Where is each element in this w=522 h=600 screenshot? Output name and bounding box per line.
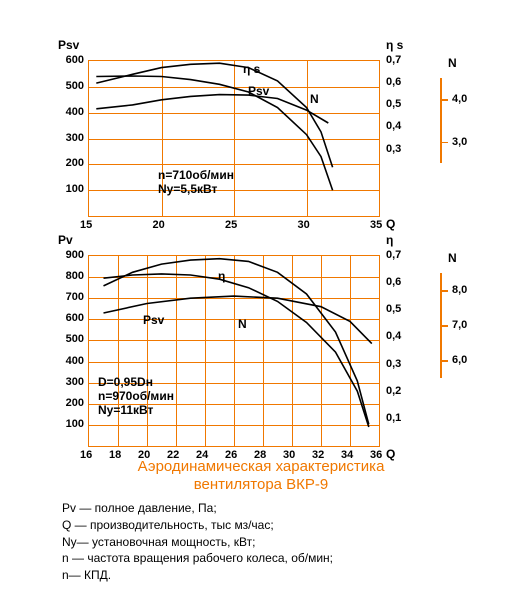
chart2-ytick-right: 0,4	[386, 330, 401, 342]
chart1-ytick-left: 600	[58, 54, 84, 66]
chart2-ytick-left: 100	[58, 418, 84, 430]
chart1-ytick-left: 100	[58, 183, 84, 195]
chart2-n-tick	[440, 325, 448, 327]
chart1-plot	[88, 60, 380, 217]
chart1-curves	[89, 61, 379, 216]
chart1-ytick-right: 0,4	[386, 120, 401, 132]
chart2-param-1: n=970об/мин	[98, 389, 174, 403]
chart1-ytick-left: 400	[58, 106, 84, 118]
chart1-ylabel-left: Psv	[58, 38, 79, 52]
chart2-param-2: Nу=11кВт	[98, 403, 153, 417]
chart1-ytick-left: 300	[58, 132, 84, 144]
chart1-series-eta	[96, 63, 332, 167]
chart2-ytick-left: 600	[58, 312, 84, 324]
chart1-ytick-right: 0,6	[386, 76, 401, 88]
chart2-ytick-right: 0,2	[386, 385, 401, 397]
chart1-param-0: n=710об/мин	[158, 168, 234, 182]
chart2-param-0: D=0,95Dн	[98, 375, 153, 389]
chart2-ytick-right: 0,5	[386, 303, 401, 315]
chart2-ytick-right: 0,1	[386, 412, 401, 424]
legend-block: Pv — полное давление, Па;Q — производите…	[62, 500, 333, 584]
chart2-nlabel: N	[448, 251, 457, 265]
chart2-ytick-left: 900	[58, 249, 84, 261]
chart-title-line1: Аэродинамическая характеристика	[0, 458, 522, 475]
chart1-n-tick	[440, 142, 448, 144]
chart2-ytick-left: 200	[58, 397, 84, 409]
chart2-ytick-right: 0,3	[386, 358, 401, 370]
chart1-n-tick	[440, 99, 448, 101]
chart1-xtick: 35	[370, 219, 382, 231]
chart1-ytick-left: 500	[58, 80, 84, 92]
chart2-label-eta: η	[218, 269, 225, 283]
chart2-label-n: N	[238, 317, 247, 331]
chart1-ytick-right: 0,5	[386, 98, 401, 110]
chart1-xtick: 20	[153, 219, 165, 231]
chart2-plot	[88, 255, 380, 447]
chart1-xtick: 25	[225, 219, 237, 231]
chart2-ytick-left: 800	[58, 270, 84, 282]
legend-line-4: n— КПД.	[62, 567, 333, 584]
legend-line-0: Pv — полное давление, Па;	[62, 500, 333, 517]
chart1-label-psv: Psv	[248, 84, 269, 98]
chart1-label-n: N	[310, 92, 319, 106]
chart1-ytick-right: 0,3	[386, 143, 401, 155]
chart2-ytick-right: 0,7	[386, 249, 401, 261]
chart2-ytick-left: 700	[58, 291, 84, 303]
chart1-n-ticklabel: 3,0	[452, 136, 467, 148]
chart2-n-ticklabel: 8,0	[452, 284, 467, 296]
chart1-ytick-left: 200	[58, 157, 84, 169]
legend-line-3: n — частота вращения рабочего колеса, об…	[62, 550, 333, 567]
chart2-label-psv: Psv	[143, 313, 164, 327]
chart2-ytick-left: 400	[58, 355, 84, 367]
chart1-xtick: 30	[298, 219, 310, 231]
legend-line-2: Nу— установочная мощность, кВт;	[62, 534, 333, 551]
chart1-nlabel: N	[448, 56, 457, 70]
chart1-xlabel: Q	[386, 217, 395, 231]
chart1-ylabel-right: η s	[386, 38, 403, 52]
chart2-n-tick	[440, 360, 448, 362]
page-root: 15 20 25 30 35 100 200 300 400 500 600 0,3 0,4 0,5 0,6…	[0, 0, 522, 600]
chart1-param-1: Nу=5,5кВт	[158, 182, 217, 196]
chart2-ytick-right: 0,6	[386, 276, 401, 288]
chart2-ytick-left: 500	[58, 333, 84, 345]
chart1-n-ticklabel: 4,0	[452, 93, 467, 105]
chart1-xtick: 15	[80, 219, 92, 231]
chart2-ytick-left: 300	[58, 376, 84, 388]
chart2-ylabel-left: Pv	[58, 233, 73, 247]
chart-title-line2: вентилятора ВКР-9	[0, 476, 522, 493]
legend-line-1: Q — производительность, тыс мз/час;	[62, 517, 333, 534]
chart1-n-axis-bar	[440, 78, 442, 163]
chart1-ytick-right: 0,7	[386, 54, 401, 66]
chart2-n-tick	[440, 290, 448, 292]
chart2-n-ticklabel: 7,0	[452, 319, 467, 331]
chart1-label-eta: η s	[243, 62, 260, 76]
chart2-ylabel-right: η	[386, 233, 393, 247]
chart2-n-ticklabel: 6,0	[452, 354, 467, 366]
chart2-curves	[89, 256, 379, 446]
chart1-series-n	[96, 95, 328, 123]
